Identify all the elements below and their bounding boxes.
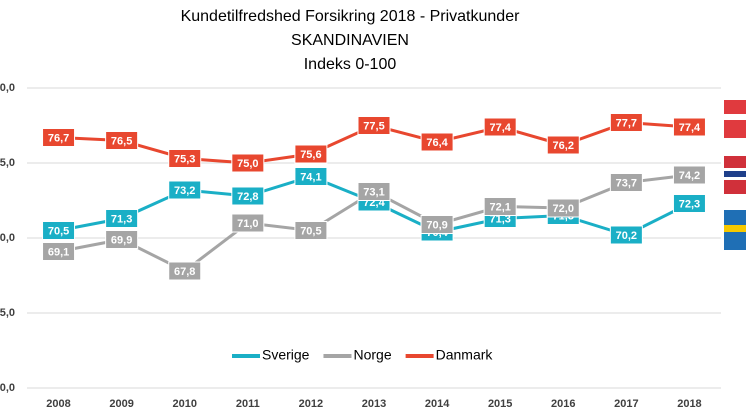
data-label: 73,7 [616, 177, 637, 189]
data-label: 77,4 [489, 122, 511, 134]
data-label: 77,5 [363, 120, 384, 132]
data-label-box [105, 209, 139, 228]
data-label: 75,6 [300, 149, 321, 161]
data-label-box [105, 131, 139, 150]
data-label: 76,2 [553, 140, 574, 152]
data-label: 77,7 [616, 117, 637, 129]
x-tick-label: 2017 [614, 398, 638, 410]
data-label: 76,5 [111, 135, 132, 147]
data-label: 71,3 [111, 213, 132, 225]
data-label: 75,0 [237, 158, 258, 170]
data-label: 75,3 [174, 153, 195, 165]
data-label-box [168, 149, 202, 168]
data-label: 72,3 [679, 198, 700, 210]
data-label-box [609, 225, 643, 245]
data-label-box [231, 186, 265, 206]
data-label: 74,2 [679, 170, 700, 182]
data-label-box [105, 230, 139, 249]
data-label: 69,1 [48, 246, 69, 258]
legend-label: Danmark [436, 347, 494, 363]
x-tick-label: 2013 [362, 398, 386, 410]
data-label-box [420, 215, 454, 234]
data-label-box [42, 128, 76, 147]
data-label-box [168, 261, 202, 281]
data-label: 71,3 [489, 213, 510, 225]
data-label-box [231, 153, 265, 173]
legend-label: Sverige [262, 347, 310, 363]
data-label: 74,1 [300, 171, 321, 183]
data-label: 72,8 [237, 191, 258, 203]
x-tick-label: 2018 [677, 398, 701, 410]
data-label: 73,2 [174, 185, 195, 197]
data-label-box [546, 198, 580, 218]
data-label: 70,9 [426, 219, 447, 231]
x-tick-label: 2015 [488, 398, 512, 410]
data-label-box [609, 113, 643, 132]
y-tick-label: 60,0 [0, 382, 15, 394]
data-label-box [231, 213, 265, 233]
data-label-box [483, 117, 517, 137]
x-tick-label: 2009 [109, 398, 133, 410]
data-label: 70,5 [48, 225, 69, 237]
data-label: 76,7 [48, 132, 69, 144]
data-label-box [483, 197, 517, 216]
data-label-box [609, 173, 643, 192]
data-label-box [42, 221, 76, 240]
data-label: 70,2 [616, 230, 637, 242]
chart-title: Kundetilfredshed Forsikring 2018 - Priva… [181, 8, 521, 25]
y-tick-label: 75,0 [0, 157, 15, 169]
data-label-box [672, 165, 706, 185]
data-label: 71,0 [237, 218, 258, 230]
data-label: 76,4 [426, 137, 448, 149]
flag-norway [724, 156, 746, 194]
x-tick-label: 2010 [172, 398, 196, 410]
data-label-box [294, 167, 328, 186]
data-label-box [42, 242, 76, 261]
flag-denmark [724, 100, 746, 138]
data-label-box [294, 221, 328, 240]
legend-label: Norge [353, 347, 391, 363]
data-label-box [672, 117, 706, 137]
data-label-box [546, 135, 580, 155]
x-tick-label: 2008 [46, 398, 70, 410]
data-label-box [672, 194, 706, 213]
data-label: 72,1 [489, 201, 510, 213]
data-label: 70,5 [300, 225, 321, 237]
data-label: 73,1 [363, 186, 384, 198]
data-label: 72,0 [553, 203, 574, 215]
x-tick-label: 2016 [551, 398, 575, 410]
y-tick-label: 65,0 [0, 307, 15, 319]
y-tick-label: 70,0 [0, 232, 15, 244]
data-label: 77,4 [679, 122, 701, 134]
data-label: 67,8 [174, 266, 195, 278]
x-tick-label: 2011 [236, 398, 260, 410]
y-tick-label: 80,0 [0, 82, 15, 94]
x-tick-label: 2014 [425, 398, 450, 410]
x-tick-label: 2012 [299, 398, 323, 410]
chart-subtitle: Indeks 0-100 [304, 56, 397, 73]
data-label-box [168, 180, 202, 200]
flag-sweden [724, 210, 746, 250]
chart-subtitle: SKANDINAVIEN [291, 32, 409, 49]
data-label-box [357, 116, 391, 135]
data-label: 69,9 [111, 234, 132, 246]
data-label-box [357, 182, 391, 201]
data-label-box [294, 144, 328, 164]
data-label-box [420, 132, 454, 152]
